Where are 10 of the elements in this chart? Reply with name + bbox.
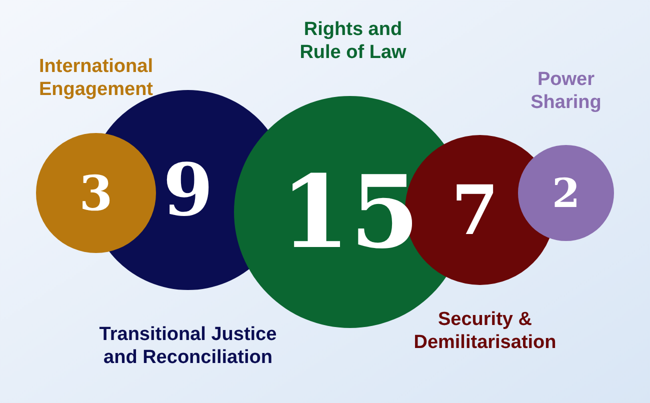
category-label: International Engagement	[38, 56, 154, 100]
category-label: Security & Demilitarisation	[414, 309, 556, 353]
data-label: 3	[79, 166, 113, 222]
category-label: Power Sharing	[530, 69, 602, 113]
data-label: 15	[280, 153, 420, 271]
data-label: 7	[451, 170, 499, 251]
category-label: Rights and Rule of Law	[300, 19, 407, 63]
category-label: Transitional Justice and Reconciliation	[99, 324, 277, 368]
data-label: 2	[552, 170, 580, 217]
data-label: 9	[162, 147, 214, 232]
